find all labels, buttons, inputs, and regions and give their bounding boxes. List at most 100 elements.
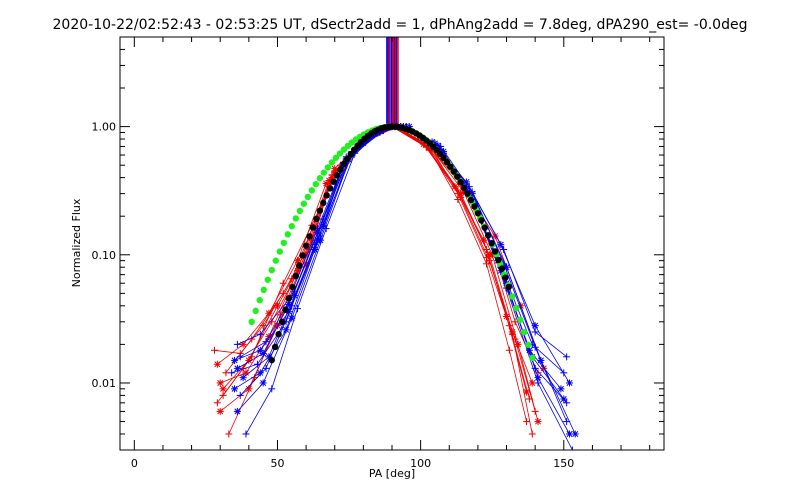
green-model-dot: [336, 150, 344, 157]
green-model-dot: [284, 231, 291, 238]
red-data-point: [511, 335, 519, 343]
black-model-dot: [478, 217, 485, 224]
green-model-dot: [268, 266, 275, 274]
y-axis-label: Normalized Flux: [70, 198, 83, 287]
red-data-point: [505, 346, 513, 354]
x-tick-label: 50: [270, 457, 284, 470]
red-data-point: [213, 360, 221, 368]
green-model-dot: [521, 328, 528, 336]
black-model-dot: [302, 242, 310, 249]
blue-data-point: [557, 385, 565, 393]
black-model-dot: [271, 343, 279, 351]
black-model-dot: [282, 306, 289, 314]
green-model-dot: [280, 239, 287, 247]
red-data-point: [279, 289, 287, 297]
black-model-dot: [347, 150, 354, 158]
x-axis-label: PA [deg]: [369, 467, 415, 480]
blue-data-point: [285, 300, 293, 308]
black-model-dot: [450, 168, 458, 175]
green-model-dot: [308, 187, 316, 194]
black-model-dot: [326, 185, 334, 192]
x-tick-label: 0: [131, 457, 138, 470]
red-data-point: [213, 399, 221, 407]
blue-data-point: [534, 379, 542, 387]
black-model-dot: [457, 178, 464, 186]
red-series-line: [217, 126, 545, 369]
red-data-point: [322, 179, 330, 187]
y-tick-label: 0.01: [92, 377, 117, 390]
black-model-dot: [502, 274, 509, 281]
blue-data-point: [566, 379, 574, 387]
chart-title: 2020-10-22/02:52:43 - 02:53:25 UT, dSect…: [53, 17, 748, 33]
blue-data-point: [314, 228, 322, 236]
green-model-dot: [517, 316, 524, 324]
black-model-dot: [443, 158, 451, 166]
black-model-dot: [320, 199, 327, 207]
red-data-point: [528, 430, 536, 438]
red-series-line: [228, 126, 533, 435]
black-model-dot: [337, 166, 344, 173]
red-data-point: [523, 418, 531, 426]
black-model-dot: [454, 173, 461, 180]
green-model-dot: [272, 257, 279, 264]
x-tick-label: 150: [553, 457, 574, 470]
red-data-point: [210, 346, 218, 354]
blue-data-point: [233, 407, 241, 415]
red-data-point: [514, 340, 522, 348]
blue-data-point: [311, 245, 319, 253]
black-model-dot: [481, 224, 488, 231]
blue-data-point: [537, 356, 545, 364]
blue-data-point: [253, 360, 261, 368]
red-data-point: [225, 430, 233, 438]
black-model-dot: [306, 233, 313, 240]
green-model-dot: [316, 175, 324, 182]
red-data-point: [219, 385, 227, 393]
plot-area: [210, 37, 579, 450]
red-series-line: [222, 126, 527, 393]
black-model-dot: [285, 294, 293, 302]
blue-data-point: [228, 369, 236, 377]
black-model-dot: [309, 224, 317, 231]
black-model-dot: [447, 163, 454, 170]
black-model-dot: [268, 356, 275, 364]
black-model-dot: [275, 331, 282, 338]
red-data-point: [216, 379, 224, 387]
green-model-dot: [292, 215, 299, 222]
green-model-dot: [252, 307, 259, 315]
blue-data-point: [268, 385, 276, 393]
green-model-dot: [256, 296, 263, 304]
black-model-dot: [333, 172, 341, 179]
red-data-point: [219, 391, 227, 399]
blue-series-line: [237, 126, 565, 412]
x-tick-label: 100: [410, 457, 431, 470]
blue-data-point: [534, 374, 542, 382]
black-model-dot: [464, 190, 471, 197]
green-model-dot: [513, 304, 520, 312]
vertical-markers-layer: [386, 37, 399, 130]
green-model-dot: [509, 293, 516, 300]
red-data-point: [265, 309, 273, 317]
red-data-point: [482, 260, 490, 268]
black-model-dot: [323, 192, 330, 199]
blue-data-point: [531, 322, 539, 330]
blue-data-point: [497, 241, 505, 249]
axes-layer: 0 50 100 150 0.01 0.10 1.00: [92, 36, 664, 470]
black-model-dot: [278, 318, 286, 326]
black-model-dot: [292, 272, 299, 280]
green-model-dot: [525, 341, 532, 349]
green-model-dot: [312, 180, 320, 188]
y-tick-label: 0.10: [92, 249, 117, 262]
red-data-point: [248, 353, 256, 361]
blue-series-line: [234, 126, 562, 390]
blue-data-point: [236, 353, 244, 361]
black-model-dot: [289, 283, 296, 291]
green-model-dot: [320, 169, 328, 176]
y-tick-label: 1.00: [92, 121, 117, 134]
blue-data-point: [282, 326, 290, 334]
green-model-dot: [332, 154, 340, 162]
black-model-dot: [488, 240, 495, 247]
red-series-line: [216, 126, 530, 404]
blue-data-point: [256, 346, 264, 354]
green-model-dot: [260, 286, 267, 294]
blue-data-point: [563, 353, 571, 361]
